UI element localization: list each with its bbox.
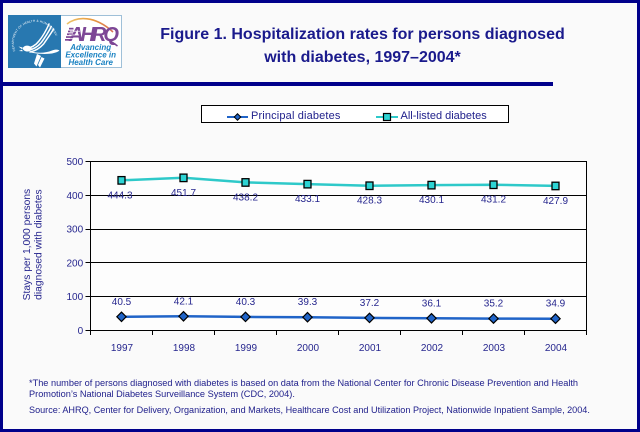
svg-text:1997: 1997 [111, 343, 134, 354]
svg-text:1998: 1998 [173, 343, 196, 354]
svg-text:diagnosed with diabetes: diagnosed with diabetes [34, 189, 45, 300]
svg-text:1999: 1999 [235, 343, 258, 354]
svg-text:2003: 2003 [483, 343, 506, 354]
svg-text:Excellence in: Excellence in [65, 51, 116, 60]
svg-text:34.9: 34.9 [546, 299, 566, 310]
svg-text:433.1: 433.1 [295, 194, 320, 205]
svg-text:430.1: 430.1 [419, 195, 444, 206]
svg-text:2004: 2004 [545, 343, 568, 354]
svg-text:427.9: 427.9 [543, 196, 568, 207]
svg-text:438.2: 438.2 [233, 192, 258, 203]
svg-text:Advancing: Advancing [69, 43, 111, 52]
svg-text:Health Care: Health Care [68, 58, 113, 67]
svg-text:100: 100 [67, 292, 84, 303]
svg-text:2001: 2001 [359, 343, 382, 354]
svg-text:2002: 2002 [421, 343, 444, 354]
svg-text:444.3: 444.3 [107, 190, 132, 201]
svg-text:428.3: 428.3 [357, 196, 382, 207]
svg-text:40.5: 40.5 [112, 297, 132, 308]
svg-text:0: 0 [78, 326, 84, 337]
svg-text:42.1: 42.1 [174, 296, 194, 307]
svg-text:39.3: 39.3 [298, 297, 318, 308]
svg-text:Stays per 1,000 persons: Stays per 1,000 persons [22, 189, 33, 301]
svg-text:200: 200 [67, 258, 84, 269]
svg-text:451.7: 451.7 [171, 188, 196, 199]
svg-text:2000: 2000 [297, 343, 320, 354]
svg-text:37.2: 37.2 [360, 298, 380, 309]
svg-text:36.1: 36.1 [422, 298, 442, 309]
svg-text:300: 300 [67, 225, 84, 236]
svg-text:40.3: 40.3 [236, 297, 256, 308]
svg-text:35.2: 35.2 [484, 299, 504, 310]
svg-text:AHRQ: AHRQ [68, 24, 119, 46]
svg-text:400: 400 [67, 191, 84, 202]
svg-text:431.2: 431.2 [481, 195, 506, 206]
svg-text:500: 500 [67, 157, 84, 168]
